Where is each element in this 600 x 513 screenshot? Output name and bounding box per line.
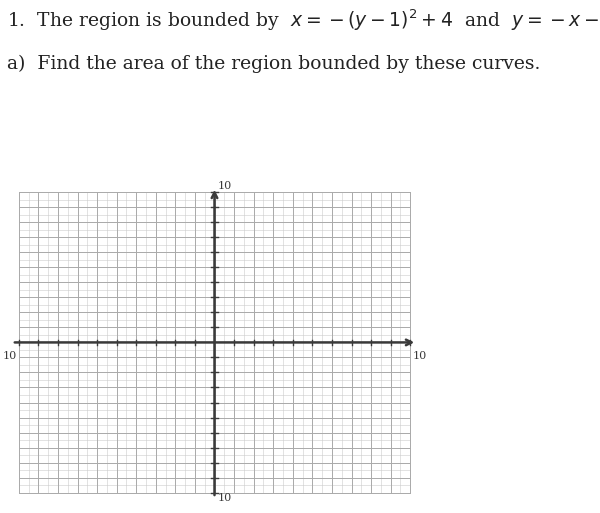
Text: 10: 10	[217, 494, 232, 503]
Text: a)  Find the area of the region bounded by these curves.: a) Find the area of the region bounded b…	[7, 55, 541, 73]
Text: 10: 10	[412, 351, 427, 361]
Text: 10: 10	[217, 182, 232, 191]
Text: 1.  The region is bounded by  $x=-(y-1)^2+4$  and  $y=-x-1.$: 1. The region is bounded by $x=-(y-1)^2+…	[7, 8, 600, 33]
Text: 10: 10	[2, 351, 17, 361]
